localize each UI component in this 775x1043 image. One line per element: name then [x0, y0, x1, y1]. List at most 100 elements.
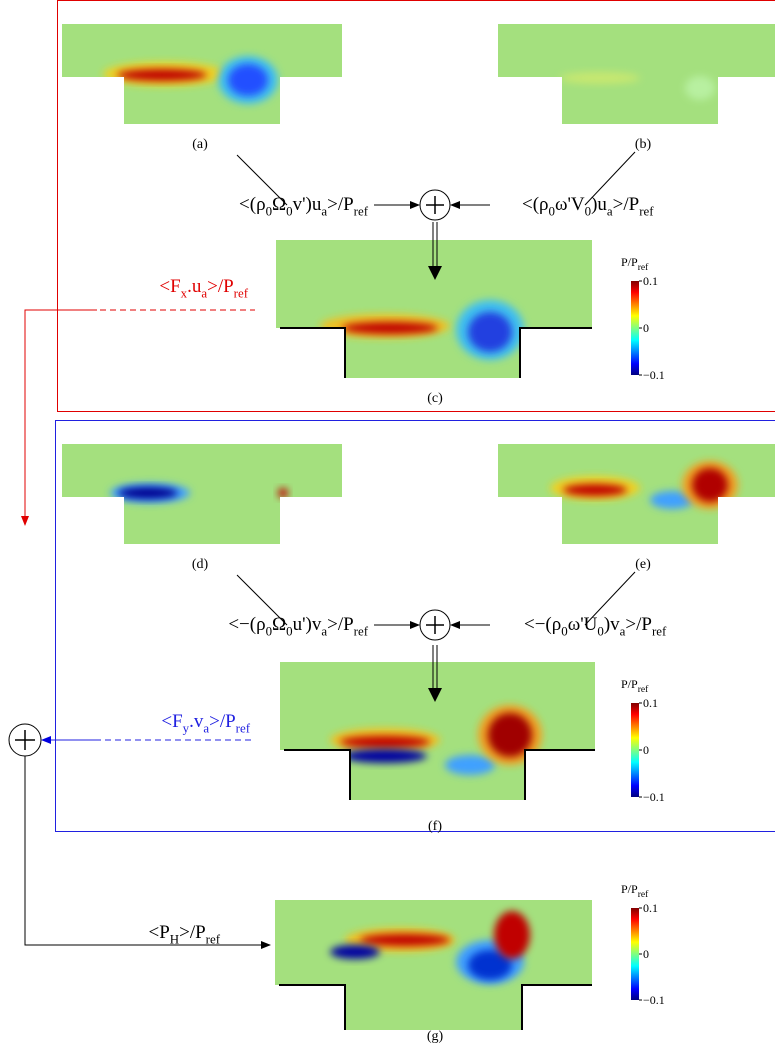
connector	[584, 151, 636, 206]
field-maps	[62, 24, 775, 1030]
subscript: ref	[206, 932, 221, 947]
subscript: 0	[286, 204, 292, 219]
subscript: a	[620, 624, 626, 639]
field-feature	[117, 69, 207, 81]
text-run: .v	[189, 711, 204, 732]
colorbar-tick-label: −0.1	[643, 993, 665, 1007]
arrow-head	[428, 688, 442, 702]
subscript: ref	[354, 624, 369, 639]
colorbar	[631, 281, 639, 375]
text-run: Ω	[272, 194, 286, 215]
subscript: ref	[234, 286, 249, 301]
text-run: P/P	[621, 255, 638, 269]
field-feature	[360, 934, 450, 946]
field-feature	[494, 911, 530, 959]
text-run: <P	[148, 922, 169, 943]
colorbar-title: P/Pref	[621, 882, 649, 900]
field-bg	[498, 24, 775, 124]
field-map	[498, 24, 775, 124]
text-run: <F	[161, 711, 182, 732]
panel-label: (c)	[427, 391, 443, 406]
wall-outline	[284, 749, 351, 800]
arrow-head	[428, 266, 442, 280]
wall-outline	[524, 749, 595, 800]
subscript: ref	[652, 624, 667, 639]
formula: <Fx.ua>/Pref	[159, 276, 248, 301]
subscript: a	[321, 204, 327, 219]
text-run: >/P	[327, 194, 354, 215]
subscript: ref	[638, 889, 649, 900]
red-arrow	[21, 309, 97, 526]
text-run: )v	[604, 614, 620, 635]
panel-label: (a)	[192, 137, 208, 152]
text-run: u')v	[293, 614, 322, 635]
double-arrow	[432, 222, 438, 268]
panel-label: (g)	[427, 1029, 444, 1043]
subscript: ref	[354, 204, 369, 219]
connector	[584, 571, 636, 626]
output-arrow	[24, 756, 271, 949]
field-feature	[650, 491, 694, 509]
field-feature	[488, 713, 532, 757]
field-feature	[118, 487, 178, 499]
blue-frame	[55, 420, 775, 832]
field-map	[62, 24, 342, 124]
subscript: 0	[549, 204, 555, 219]
colorbar-tick-label: −0.1	[643, 790, 665, 804]
field-feature	[563, 484, 627, 496]
subscript: H	[170, 932, 179, 947]
plus-sign	[426, 616, 444, 634]
text-run: >/P	[209, 711, 236, 732]
text-run: <(ρ	[239, 194, 266, 215]
field-bg	[275, 900, 592, 1030]
formula: <−(ρ0ω'U0)va>/Pref	[524, 614, 667, 639]
colorbar-tick-label: 0.1	[643, 696, 658, 710]
subscript: ref	[638, 684, 649, 695]
text-run: <(ρ	[522, 194, 549, 215]
colorbar	[631, 703, 639, 797]
subscript: ref	[638, 262, 649, 273]
subscript: 0	[585, 204, 591, 219]
colorbar-tick-label: 0	[643, 321, 649, 335]
subscript: ref	[236, 721, 251, 736]
text-run: ω'U	[568, 614, 598, 635]
field-feature	[468, 312, 512, 352]
field-feature	[692, 468, 728, 502]
subscript: a	[203, 721, 209, 736]
formula: <(ρ0ω'V0)ua>/Pref	[522, 194, 654, 219]
panel-label: (e)	[635, 557, 651, 572]
field-feature	[685, 76, 715, 100]
field-map	[275, 900, 592, 1030]
field-feature	[342, 322, 438, 334]
formula: <PH>/Pref	[148, 922, 220, 947]
colorbar-tick-label: −0.1	[643, 368, 665, 382]
subscript: 0	[597, 624, 603, 639]
colorbar-tick-label: 0	[643, 743, 649, 757]
field-feature	[330, 945, 380, 959]
plus-sign	[15, 730, 35, 750]
colorbar-tick-label: 0.1	[643, 274, 658, 288]
wall-outline	[519, 327, 592, 378]
wall-outline	[279, 984, 346, 1030]
subscript: y	[183, 721, 190, 736]
field-map	[498, 444, 775, 544]
text-run: >/P	[207, 276, 234, 297]
text-run: >/P	[613, 194, 640, 215]
text-run: )u	[591, 194, 607, 215]
red-frame	[57, 0, 775, 412]
colorbar-tick-label: 0	[643, 947, 649, 961]
field-feature	[278, 488, 288, 498]
field-feature	[228, 64, 268, 96]
field-feature	[468, 950, 512, 980]
subscript: a	[607, 204, 613, 219]
panel-label: (d)	[192, 557, 209, 572]
text-run: >/P	[179, 922, 206, 943]
formula: <−(ρ0Ω0u')va>/Pref	[228, 614, 368, 639]
text-run: <−(ρ	[228, 614, 265, 635]
field-bg	[276, 240, 592, 378]
colorbar-tick-label: 0.1	[643, 901, 658, 915]
panel-label: (b)	[635, 137, 652, 152]
subscript: x	[181, 286, 188, 301]
wall-outline	[521, 984, 592, 1030]
